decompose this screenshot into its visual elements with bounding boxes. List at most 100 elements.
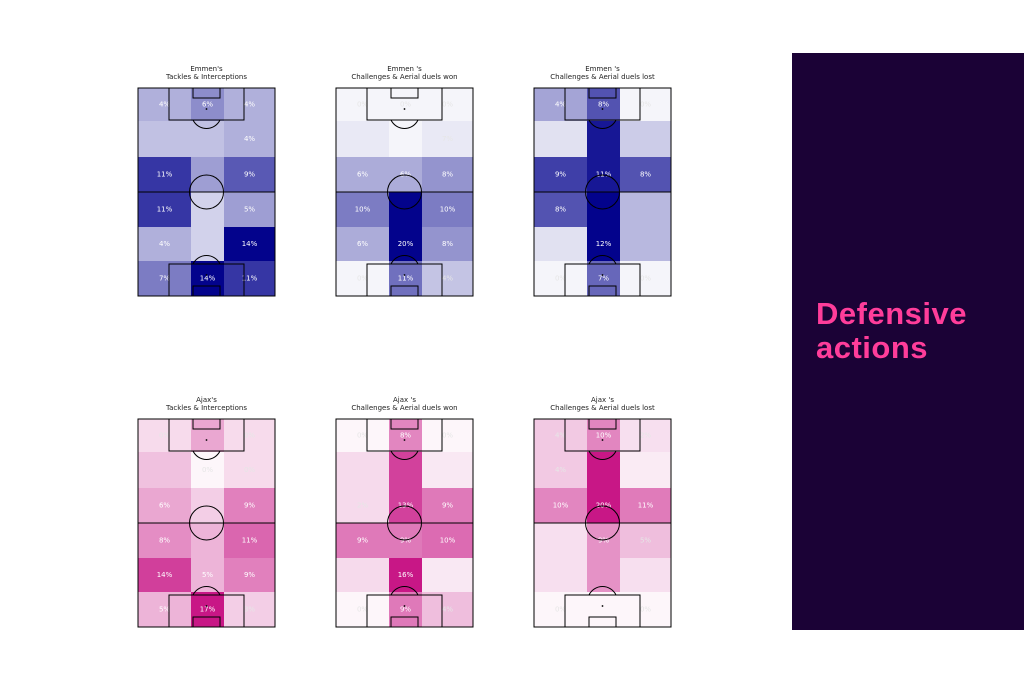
zone-cell — [534, 488, 587, 523]
zone-label: 14% — [157, 571, 173, 579]
side-panel: Defensive actions — [792, 53, 1024, 630]
zone-label: 0% — [400, 101, 411, 109]
penalty-spot-bottom — [205, 274, 208, 276]
zone-cell — [191, 488, 224, 523]
penalty-spot-bottom — [601, 605, 604, 607]
zone-cell — [534, 523, 587, 558]
headline-line-2: actions — [816, 330, 929, 365]
zone-label: 0% — [640, 606, 651, 614]
zone-label: 4% — [159, 240, 170, 248]
zone-label: 8% — [442, 171, 453, 179]
zone-cell — [422, 452, 473, 488]
zone-cell — [534, 419, 587, 452]
zone-label: 8% — [159, 537, 170, 545]
zone-label: 0% — [357, 432, 368, 440]
center-circle — [387, 505, 422, 541]
zone-cell — [620, 558, 671, 592]
zone-cell — [336, 227, 389, 261]
zone-label: 4% — [442, 606, 453, 614]
zone-cell — [138, 261, 191, 296]
zone-cell — [191, 452, 224, 488]
zone-label: 6% — [202, 101, 213, 109]
zone-label: 9% — [400, 606, 411, 614]
goal-area-top — [390, 87, 419, 99]
zone-cell — [620, 261, 671, 296]
goal-area-top — [390, 418, 419, 430]
goal-area-bottom — [192, 616, 221, 628]
zone-cell — [587, 157, 620, 192]
zone-cell — [422, 419, 473, 452]
zone-label: 0% — [640, 275, 651, 283]
zone-label: 9% — [442, 502, 453, 510]
chart-title-line: Challenges & Aerial duels lost — [550, 404, 655, 412]
zone-cell — [389, 88, 422, 121]
zone-label: 8% — [640, 171, 651, 179]
zone-cell — [224, 488, 275, 523]
penalty-spot-bottom — [403, 274, 406, 276]
zone-cell — [191, 592, 224, 627]
center-circle — [189, 505, 224, 541]
zone-cell — [534, 261, 587, 296]
zone-label: 20% — [596, 502, 612, 510]
penalty-spot-bottom — [205, 605, 208, 607]
zone-cell — [191, 157, 224, 192]
penalty-arc-bottom — [390, 586, 419, 596]
zone-cell — [389, 523, 422, 558]
zone-cell — [587, 192, 620, 227]
zone-label: 17% — [200, 606, 216, 614]
zone-label: 11% — [638, 502, 654, 510]
zone-cell — [224, 592, 275, 627]
penalty-arc-top — [192, 450, 221, 460]
zone-cell — [620, 592, 671, 627]
zone-cell — [422, 261, 473, 296]
zone-cell — [534, 452, 587, 488]
zone-cell — [138, 157, 191, 192]
zone-label: 7% — [442, 135, 453, 143]
chart-title-line: Ajax's — [196, 396, 217, 404]
goal-area-bottom — [390, 285, 419, 297]
zone-cell — [138, 523, 191, 558]
headline: Defensive actions — [816, 297, 967, 365]
zone-cell — [224, 121, 275, 157]
zone-label: 8% — [442, 240, 453, 248]
zone-cell — [422, 227, 473, 261]
zone-cell — [224, 419, 275, 452]
zone-cell — [138, 121, 191, 157]
zone-cell — [620, 419, 671, 452]
center-circle — [585, 505, 620, 541]
goal-area-top — [192, 87, 221, 99]
zone-label: 5% — [202, 571, 213, 579]
zone-cell — [422, 157, 473, 192]
zone-cell — [422, 88, 473, 121]
penalty-arc-top — [588, 119, 617, 129]
chart-title-line: Emmen 's — [387, 65, 422, 73]
zone-cell — [620, 452, 671, 488]
zone-cell — [224, 452, 275, 488]
zone-label: 12% — [596, 240, 612, 248]
zone-cell — [620, 157, 671, 192]
zone-label: 10% — [355, 206, 371, 214]
chart-title-line: Challenges & Aerial duels won — [351, 404, 457, 412]
zone-label: 6% — [159, 502, 170, 510]
zone-label: 4% — [244, 101, 255, 109]
zone-cell — [534, 88, 587, 121]
zone-cell — [138, 227, 191, 261]
zone-cell — [422, 121, 473, 157]
zone-label: 11% — [242, 537, 258, 545]
zone-cell — [422, 488, 473, 523]
zone-cell — [336, 452, 389, 488]
zone-label: 0% — [555, 606, 566, 614]
zone-cell — [389, 592, 422, 627]
zone-label: 0% — [202, 466, 213, 474]
zone-cell — [389, 121, 422, 157]
zone-label: 11% — [596, 171, 612, 179]
zone-cell — [422, 523, 473, 558]
zone-label: 6% — [400, 171, 411, 179]
penalty-arc-top — [390, 119, 419, 129]
zone-cell — [422, 558, 473, 592]
zone-cell — [620, 88, 671, 121]
zone-label: 10% — [440, 206, 456, 214]
